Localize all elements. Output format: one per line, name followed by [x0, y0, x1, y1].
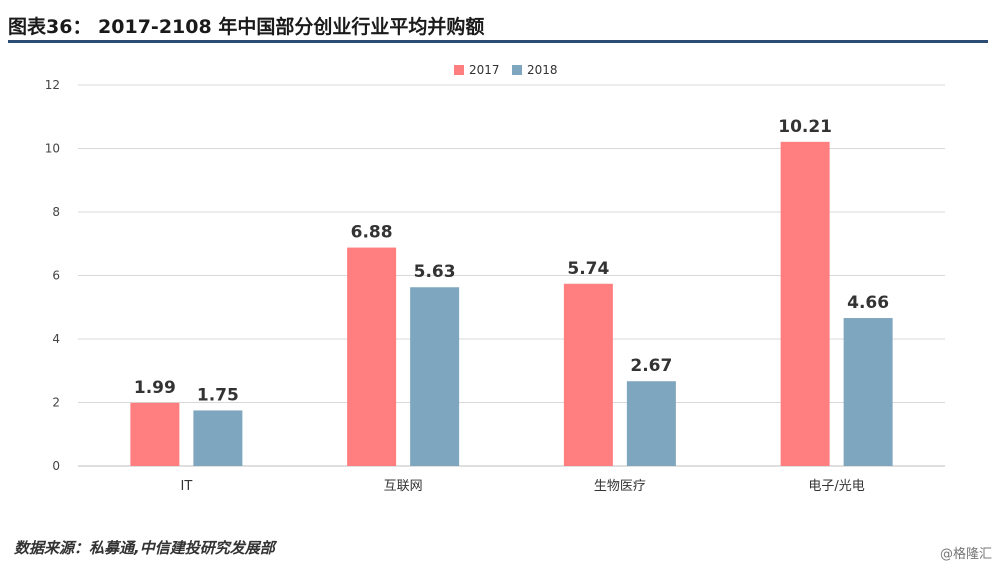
data-label: 6.88: [351, 223, 393, 243]
bar-2018: [193, 410, 243, 466]
data-label: 10.21: [778, 117, 832, 137]
data-label: 2.67: [630, 356, 672, 376]
legend-label: 2017: [469, 63, 500, 77]
y-axis-ticks: 0 2 4 6 8 10 12: [45, 78, 60, 473]
y-tick-label: 4: [52, 332, 60, 346]
bar-2018: [626, 381, 676, 466]
bar-2017: [563, 283, 613, 466]
bar-2017: [347, 247, 397, 466]
bar-2017: [780, 141, 830, 466]
title-divider: [8, 40, 988, 43]
legend-label: 2018: [527, 63, 558, 77]
watermark: @格隆汇: [939, 547, 992, 562]
y-tick-label: 10: [45, 142, 60, 156]
data-label: 1.75: [197, 385, 239, 405]
y-tick-label: 8: [52, 205, 60, 219]
source-note: 数据来源：私募通,中信建投研究发展部: [14, 539, 275, 557]
category-label: 互联网: [384, 479, 423, 494]
y-tick-label: 12: [45, 78, 60, 92]
data-label: 5.63: [414, 262, 456, 282]
category-label: 生物医疗: [594, 479, 646, 494]
legend-swatch-2018: [512, 65, 522, 75]
category-label: IT: [180, 479, 192, 494]
page-title: 图表36： 2017-2108 年中国部分创业行业平均并购额: [8, 16, 485, 38]
bar-2018: [843, 318, 893, 466]
y-tick-label: 0: [52, 459, 60, 473]
gridlines: [78, 84, 945, 467]
data-label: 5.74: [567, 259, 609, 279]
y-tick-label: 6: [52, 269, 60, 283]
x-axis-categories: IT 互联网 生物医疗 电子/光电: [180, 479, 864, 494]
category-label: 电子/光电: [808, 479, 864, 494]
legend-swatch-2017: [454, 65, 464, 75]
bar-2017: [130, 402, 180, 466]
bars: [130, 141, 893, 466]
bar-2018: [410, 287, 460, 466]
legend: 2017 2018: [454, 63, 558, 77]
data-label: 4.66: [847, 293, 889, 313]
data-labels: 1.99 1.75 6.88 5.63 5.74 2.67 10.21 4.66: [134, 117, 889, 406]
bar-chart: 0 2 4 6 8 10 12 1.99 1.75 6.88 5.63 5.74 2.67 10.21 4…: [45, 63, 945, 494]
data-label: 1.99: [134, 378, 176, 398]
y-tick-label: 2: [52, 396, 60, 410]
